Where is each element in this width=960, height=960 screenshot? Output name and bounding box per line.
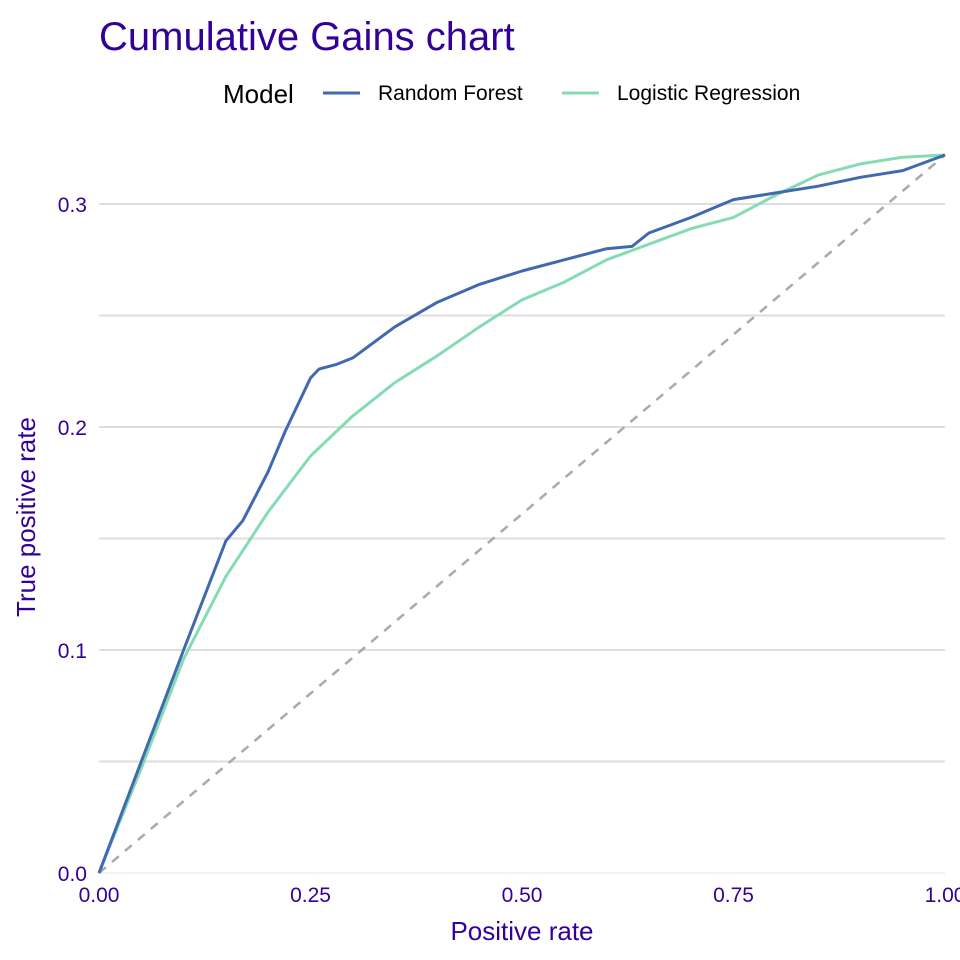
y-axis-ticks: 0.0 0.1 0.2 0.3 bbox=[58, 194, 87, 886]
x-tick-label: 1.00 bbox=[925, 884, 960, 907]
gridlines bbox=[99, 203, 945, 763]
y-tick-label: 0.3 bbox=[58, 194, 87, 217]
legend: Model Random Forest Logistic Regression bbox=[223, 79, 800, 109]
y-tick-label: 0.0 bbox=[58, 863, 87, 886]
y-tick-label: 0.1 bbox=[58, 640, 87, 663]
x-tick-label: 0.50 bbox=[502, 884, 543, 907]
legend-label-random-forest: Random Forest bbox=[378, 82, 523, 105]
legend-title: Model bbox=[223, 79, 294, 109]
series-line-random-forest bbox=[97, 153, 946, 874]
series-line-baseline bbox=[98, 154, 946, 874]
series-layer bbox=[97, 153, 946, 874]
series-line-logistic-regression bbox=[97, 153, 946, 874]
y-axis-label: True positive rate bbox=[11, 417, 41, 617]
x-tick-label: 0.75 bbox=[713, 884, 754, 907]
x-axis-label: Positive rate bbox=[450, 916, 593, 946]
x-tick-label: 0.25 bbox=[290, 884, 331, 907]
x-tick-label: 0.00 bbox=[79, 884, 120, 907]
legend-label-logistic-regression: Logistic Regression bbox=[617, 82, 800, 105]
x-axis-ticks: 0.00 0.25 0.50 0.75 1.00 bbox=[79, 884, 960, 907]
y-tick-label: 0.2 bbox=[58, 417, 87, 440]
chart-title: Cumulative Gains chart bbox=[99, 15, 515, 59]
